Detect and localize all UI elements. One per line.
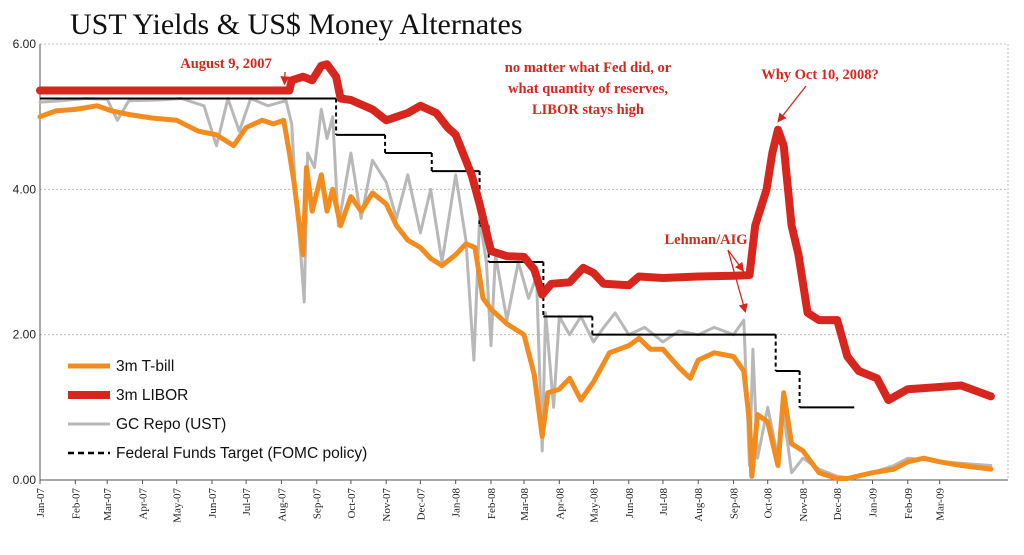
x-tick-label: Jan-08 <box>451 488 463 518</box>
x-tick-label: Jun-08 <box>624 488 636 518</box>
annotation-line: August 9, 2007 <box>180 56 271 72</box>
x-tick-label: Jun-07 <box>207 488 219 518</box>
annotation-line: Why Oct 10, 2008? <box>761 67 879 83</box>
legend-label: 3m LIBOR <box>116 387 188 404</box>
annotation-arrow <box>778 86 806 122</box>
x-tick-label: Sep-07 <box>312 488 324 520</box>
legend-label: 3m T-bill <box>116 358 174 375</box>
legend-item: 3m LIBOR <box>68 387 188 404</box>
legend-label: Federal Funds Target (FOMC policy) <box>116 445 367 462</box>
x-tick-label: Jan-07 <box>35 488 47 518</box>
x-tick-label: Mar-08 <box>519 488 531 521</box>
x-tick-label: May-07 <box>172 488 184 523</box>
annotation-3: Lehman/AIG <box>665 232 748 248</box>
annotation-arrow <box>728 250 745 312</box>
legend-item: Federal Funds Target (FOMC policy) <box>68 445 367 462</box>
legend-label: GC Repo (UST) <box>116 416 226 433</box>
series-1 <box>40 64 991 400</box>
annotation-line: LIBOR stays high <box>532 102 644 118</box>
legend-item: 3m T-bill <box>68 358 174 375</box>
x-tick-label: Jan-09 <box>867 488 879 518</box>
x-tick-label: Aug-07 <box>276 488 288 522</box>
legend: 3m T-bill 3m LIBOR GC Repo (UST) Federal Fu… <box>68 358 367 462</box>
x-tick-label: Oct-08 <box>763 488 775 519</box>
x-tick-label: May-08 <box>588 488 600 523</box>
x-tick-label: Jul-08 <box>658 488 670 516</box>
x-tick-label: Nov-07 <box>381 488 393 522</box>
x-tick-label: Feb-09 <box>903 488 915 520</box>
x-tick-label: Sep-08 <box>729 488 741 520</box>
x-tick-label: Apr-08 <box>554 488 566 520</box>
x-tick-label: Feb-08 <box>486 488 498 520</box>
annotation-0: August 9, 2007 <box>180 56 271 72</box>
x-tick-label: Jul-07 <box>241 488 253 516</box>
series-line <box>40 64 991 400</box>
y-tick-label: 4.00 <box>13 182 37 196</box>
chart-title: UST Yields & US$ Money Alternates <box>70 8 523 41</box>
x-tick-label: Nov-08 <box>798 488 810 522</box>
annotation-line: what quantity of reserves, <box>508 81 668 97</box>
x-tick-label: Dec-07 <box>415 488 427 521</box>
y-tick-label: 6.00 <box>13 37 37 51</box>
annotation-2: Why Oct 10, 2008? <box>761 67 879 83</box>
x-tick-label: Feb-07 <box>70 488 82 520</box>
x-tick-label: Dec-08 <box>832 488 844 521</box>
x-tick-label: Aug-08 <box>693 488 705 522</box>
y-tick-label: 0.00 <box>13 473 37 487</box>
legend-item: GC Repo (UST) <box>68 416 226 433</box>
x-tick-label: Oct-07 <box>346 488 358 519</box>
annotation-line: no matter what Fed did, or <box>505 60 672 76</box>
annotation-1: no matter what Fed did, or what quantity … <box>505 60 672 118</box>
annotation-line: Lehman/AIG <box>665 232 748 248</box>
x-tick-label: Mar-09 <box>935 488 947 521</box>
y-tick-label: 2.00 <box>13 328 37 342</box>
x-tick-label: Mar-07 <box>102 488 114 521</box>
x-tick-label: Apr-07 <box>137 488 149 520</box>
